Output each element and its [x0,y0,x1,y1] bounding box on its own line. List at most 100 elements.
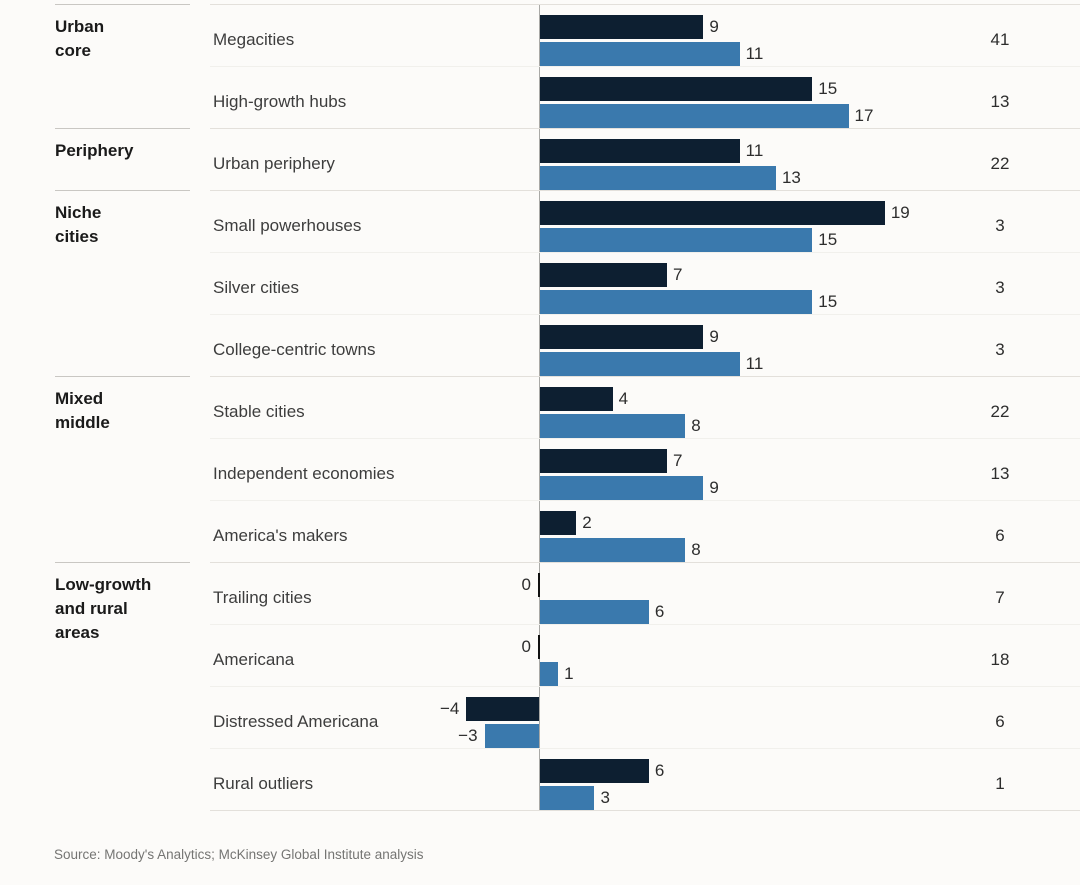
bar-value-label: 9 [709,17,719,36]
row-separator [210,128,1080,129]
bar-value-label: 13 [781,168,801,187]
source-note: Source: Moody's Analytics; McKinsey Glob… [54,847,424,862]
bar-blue [540,228,813,252]
row-separator [210,624,1080,625]
bar-value-label: −3 [458,726,478,745]
bar-blue [540,600,649,624]
category-label: Distressed Americana [213,712,379,731]
bar-blue [540,290,813,314]
bar-blue [540,538,686,562]
zero-baseline [539,4,540,810]
bar-dark [540,325,704,349]
bar-dark [466,697,539,721]
row-separator [210,562,1080,563]
category-label: Urban periphery [213,154,335,173]
group-label: Mixed middle [55,389,110,432]
bar-blue [540,414,686,438]
zero-tick [538,573,540,597]
row-count-value: 22 [990,154,1010,173]
bar-blue [540,662,559,686]
category-label: Silver cities [213,278,299,297]
bar-blue [540,786,595,810]
row-separator [210,438,1080,439]
category-label: America's makers [213,526,348,545]
bar-value-label: 0 [521,575,531,594]
row-separator [210,376,1080,377]
group-label: Niche cities [55,203,102,246]
row-count-value: 22 [990,402,1010,421]
row-count-value: 3 [995,278,1005,297]
row-count-value: 3 [995,340,1005,359]
bar-value-label: 9 [709,478,719,497]
category-label: High-growth hubs [213,92,347,111]
bar-dark [540,77,813,101]
row-count-value: 13 [990,464,1010,483]
group-divider [55,376,190,377]
category-label: Independent economies [213,464,395,483]
bar-value-label: 6 [654,602,665,621]
bar-value-label: 8 [691,540,701,559]
category-label: Americana [213,650,295,669]
group-divider [55,562,190,563]
bar-value-label: 9 [709,327,719,346]
bar-blue [540,166,776,190]
bar-value-label: 6 [654,761,665,780]
row-separator [210,686,1080,687]
bar-value-label: 19 [890,203,910,222]
bar-dark [540,201,885,225]
bar-value-label: 15 [818,79,838,98]
row-count-value: 3 [995,216,1005,235]
category-label: Small powerhouses [213,216,362,235]
group-label: Urban core [55,17,105,60]
bar-value-label: 1 [564,664,574,683]
bar-value-label: −4 [440,699,460,718]
row-separator [210,4,1080,5]
bar-dark [540,387,613,411]
row-separator [210,190,1080,191]
bar-dark [540,139,740,163]
bar-value-label: 8 [691,416,701,435]
bar-blue [540,104,849,128]
zero-tick [538,635,540,659]
bar-dark [540,449,668,473]
category-label: College-centric towns [213,340,376,359]
row-separator [210,66,1080,67]
row-separator [210,810,1080,811]
group-divider [55,4,190,5]
bar-blue [484,724,539,748]
row-count-value: 7 [995,588,1005,607]
bar-value-label: 15 [818,292,838,311]
bar-value-label: 7 [673,451,683,470]
row-count-value: 18 [990,650,1010,669]
bar-dark [540,511,577,535]
category-label: Megacities [213,30,295,49]
row-separator [210,748,1080,749]
row-separator [210,500,1080,501]
bar-value-label: 2 [582,513,592,532]
bar-dark [540,759,649,783]
row-separator [210,252,1080,253]
row-separator [210,314,1080,315]
bar-blue [540,476,704,500]
group-label: Periphery [55,141,134,160]
bar-value-label: 3 [600,788,610,807]
bar-value-label: 11 [745,44,764,63]
category-label: Trailing cities [213,588,312,607]
row-count-value: 6 [995,712,1005,731]
bar-value-label: 11 [745,354,764,373]
bar-dark [540,15,704,39]
category-label: Rural outliers [213,774,314,793]
bar-value-label: 4 [618,389,629,408]
group-divider [55,190,190,191]
category-label: Stable cities [213,402,305,421]
row-count-value: 13 [990,92,1010,111]
group-divider [55,128,190,129]
bar-value-label: 15 [818,230,838,249]
row-count-value: 1 [995,774,1005,793]
bar-value-label: 7 [673,265,683,284]
bar-blue [540,42,740,66]
row-count-value: 41 [990,30,1010,49]
group-label: Low-growth and rural areas [55,575,152,642]
row-count-value: 6 [995,526,1005,545]
